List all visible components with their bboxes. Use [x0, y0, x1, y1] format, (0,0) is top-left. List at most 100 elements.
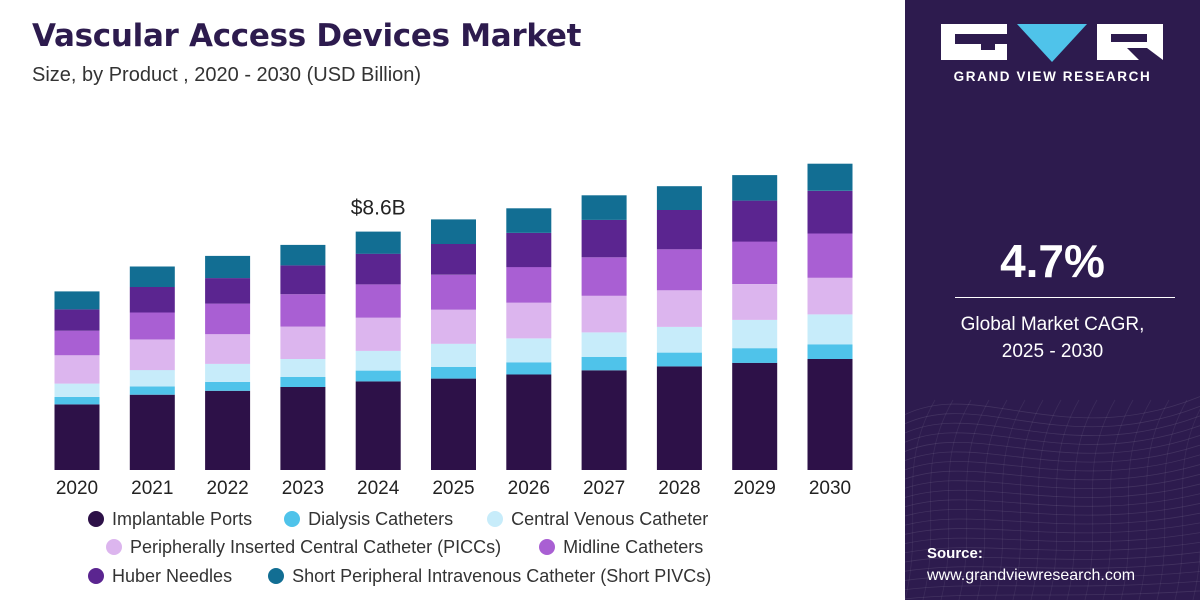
bar-segment-2028-0: [656, 366, 702, 470]
source-link[interactable]: www.grandviewresearch.com: [927, 567, 1136, 584]
bar-segment-2023-1: [280, 377, 326, 387]
bar-segment-2023-5: [280, 265, 326, 295]
source-label: Source:: [927, 545, 983, 562]
x-tick-label: 2021: [131, 478, 173, 499]
bar-segment-2025-3: [431, 309, 476, 344]
bar-segment-2028-3: [656, 290, 702, 327]
cagr-label-line2: 2025 - 2030: [1001, 341, 1104, 362]
bar-segment-2023-2: [280, 359, 326, 377]
legend-row: Huber Needles Short Peripheral Intravenou…: [88, 565, 711, 587]
mesh-line: [994, 399, 1026, 600]
bar-segment-2025-0: [431, 378, 476, 470]
mesh-line: [905, 473, 1200, 490]
bar-segment-2020-3: [54, 355, 100, 384]
legend-row: Implantable Ports Dialysis Catheters Centr…: [88, 508, 708, 530]
mesh-line: [905, 590, 1200, 600]
bar-segment-2022-3: [205, 334, 251, 364]
x-tick-label: 2025: [432, 478, 474, 499]
mesh-line: [905, 493, 1200, 508]
bar-segment-2020-0: [54, 404, 100, 470]
legend-item: Short Peripheral Intravenous Catheter (S…: [268, 566, 711, 587]
x-tick-label: 2020: [56, 478, 98, 499]
legend-item: Implantable Ports: [88, 509, 252, 530]
bar-segment-2030-5: [807, 190, 853, 234]
bar-segment-2026-2: [506, 338, 552, 363]
mesh-line: [905, 561, 1200, 572]
bar-segment-2027-2: [581, 332, 627, 357]
chart-panel: Vascular Access Devices Market Size, by …: [32, 18, 853, 587]
bar-segment-2021-5: [129, 287, 175, 313]
bar-segment-2024-1: [355, 370, 401, 382]
mesh-line: [905, 532, 1200, 545]
mesh-line: [905, 551, 1200, 563]
bar-segment-2026-3: [506, 302, 552, 339]
bar-segment-2022-1: [205, 381, 251, 391]
mesh-line: [1138, 399, 1170, 600]
bar-segment-2030-1: [807, 344, 853, 359]
chart-title: Vascular Access Devices Market: [32, 18, 582, 54]
bar-segment-2026-0: [506, 374, 552, 470]
x-tick-label: 2028: [658, 478, 700, 499]
bar-segment-2028-6: [656, 186, 702, 210]
legend-swatch: [284, 511, 301, 527]
mesh-line: [1156, 399, 1188, 600]
bar-segment-2021-2: [129, 370, 175, 387]
cagr-label: Global Market CAGR, 2025 - 2030: [905, 311, 1200, 365]
mesh-line: [905, 502, 1200, 517]
bar-segment-2030-4: [807, 233, 853, 278]
x-tick-label: 2022: [206, 478, 248, 499]
bar-segment-2025-1: [431, 367, 476, 379]
legend-swatch: [539, 539, 556, 555]
mesh-line: [922, 399, 954, 600]
mesh-line: [1102, 399, 1134, 600]
bar-segment-2020-2: [54, 383, 100, 397]
bar-segment-2020-5: [54, 309, 100, 331]
mesh-line: [905, 415, 1200, 436]
brand-name: GRAND VIEW RESEARCH: [953, 69, 1152, 84]
bar-segment-2029-0: [732, 362, 778, 470]
x-tick-label: 2029: [734, 478, 776, 499]
mesh-line: [958, 399, 990, 600]
bar-segment-2024-2: [355, 350, 401, 371]
mesh-line: [1066, 399, 1098, 600]
bar-segment-2029-4: [732, 241, 778, 285]
bar-segment-2025-2: [431, 343, 476, 367]
bar-total-annotation: $8.6B: [351, 197, 406, 220]
mesh-line: [905, 444, 1200, 463]
chart-subtitle: Size, by Product , 2020 - 2030 (USD Bill…: [32, 64, 422, 86]
bar-segment-2027-6: [581, 195, 627, 220]
bar-segment-2026-5: [506, 233, 552, 268]
wave-mesh-decoration: [905, 395, 1200, 600]
bar-segment-2029-3: [732, 284, 778, 320]
legend-swatch: [106, 539, 122, 555]
bar-segment-2028-5: [656, 210, 702, 250]
legend-swatch: [268, 568, 285, 584]
mesh-line: [905, 405, 1200, 428]
legend-item: Peripherally Inserted Central Catheter (…: [106, 537, 501, 558]
legend-item: Dialysis Catheters: [284, 509, 453, 530]
legend-item: Midline Catheters: [539, 537, 703, 558]
mesh-line: [905, 425, 1200, 445]
legend-label: Central Venous Catheter: [511, 508, 709, 529]
bar-segment-2025-4: [431, 274, 476, 310]
mesh-line: [1174, 408, 1200, 600]
legend-item: Central Venous Catheter: [487, 509, 708, 530]
mesh-line: [905, 434, 1200, 454]
legend-label: Short Peripheral Intravenous Catheter (S…: [292, 565, 712, 586]
x-tick-label: 2024: [357, 478, 400, 499]
bar-segment-2023-3: [280, 326, 326, 359]
bar-segment-2028-1: [656, 352, 702, 367]
bar-segment-2027-3: [581, 295, 627, 333]
bar-segment-2022-5: [205, 278, 251, 304]
bar-segment-2020-6: [54, 291, 100, 310]
bar-segment-2029-6: [732, 175, 778, 201]
x-tick-label: 2023: [282, 478, 324, 499]
bar-segment-2023-6: [280, 244, 326, 266]
legend-label: Implantable Ports: [112, 508, 253, 529]
stacked-bar-chart: 2020 2021 2022 2023 2024 $8.6B 2025 2026 2027 202…: [54, 163, 853, 499]
bar-segment-2023-0: [280, 386, 326, 470]
bar-segment-2021-0: [129, 394, 175, 470]
mesh-line: [905, 454, 1200, 472]
bar-segment-2025-6: [431, 219, 476, 244]
x-tick-label: 2027: [583, 478, 625, 499]
